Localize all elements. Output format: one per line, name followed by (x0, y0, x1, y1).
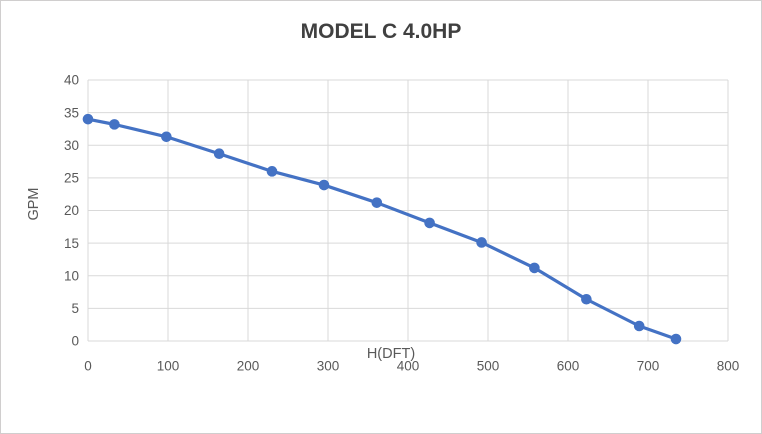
data-point-marker (161, 131, 172, 143)
y-tick-label: 30 (64, 138, 79, 153)
x-tick-label: 800 (717, 359, 740, 374)
data-point-marker (581, 293, 592, 305)
data-point-marker (266, 166, 278, 177)
data-point-marker (633, 320, 645, 332)
x-tick-label: 700 (637, 359, 660, 374)
y-axis-title: GPM (26, 187, 42, 220)
y-tick-label: 25 (64, 171, 79, 186)
data-point-marker (109, 119, 120, 130)
x-tick-label: 200 (237, 359, 260, 374)
data-point-marker (476, 237, 487, 248)
y-tick-label: 5 (71, 301, 79, 316)
x-tick-label: 400 (397, 359, 420, 374)
data-point-marker (82, 113, 94, 125)
x-tick-label: 100 (157, 359, 180, 374)
x-tick-label: 0 (84, 359, 92, 374)
series-line (86, 117, 678, 341)
x-tick-label: 600 (557, 359, 580, 374)
data-point-marker (670, 333, 682, 345)
x-axis-title: H(DFT) (367, 346, 415, 362)
data-point-marker (213, 148, 225, 160)
y-tick-label: 40 (64, 73, 79, 88)
data-point-marker (529, 262, 540, 274)
chart-title: MODEL C 4.0HP (300, 20, 462, 43)
y-tick-label: 15 (64, 236, 79, 251)
data-point-marker (318, 179, 330, 191)
data-point-marker (424, 217, 435, 229)
y-tick-label: 20 (64, 203, 79, 218)
y-tick-label: 10 (64, 268, 79, 283)
x-tick-label: 300 (317, 359, 340, 374)
data-point-marker (371, 197, 383, 208)
y-tick-label: 35 (64, 105, 79, 120)
y-tick-label: 0 (71, 334, 79, 349)
x-tick-label: 500 (477, 359, 500, 374)
